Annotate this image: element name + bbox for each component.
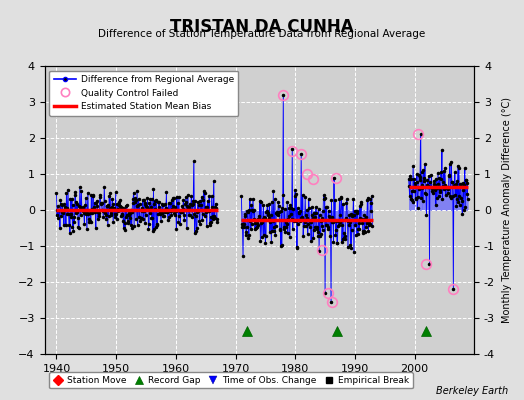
Text: Berkeley Earth: Berkeley Earth	[436, 386, 508, 396]
Text: Difference of Station Temperature Data from Regional Average: Difference of Station Temperature Data f…	[99, 29, 425, 39]
Y-axis label: Monthly Temperature Anomaly Difference (°C): Monthly Temperature Anomaly Difference (…	[502, 97, 512, 323]
Legend: Station Move, Record Gap, Time of Obs. Change, Empirical Break: Station Move, Record Gap, Time of Obs. C…	[49, 372, 413, 388]
Text: TRISTAN DA CUNHA: TRISTAN DA CUNHA	[170, 18, 354, 36]
